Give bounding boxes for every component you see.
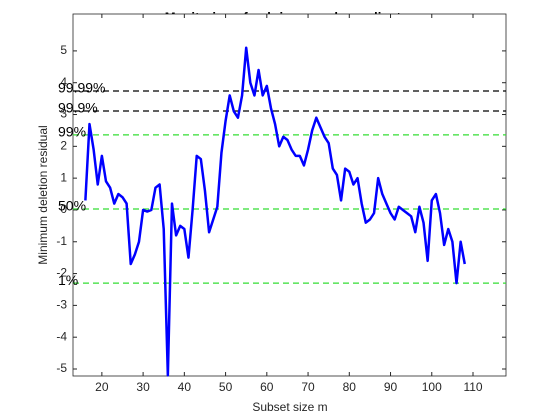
x-tick-label: 60	[260, 380, 274, 394]
envelope-label: 99.99%	[58, 80, 105, 96]
y-tick-label: -1	[56, 234, 67, 248]
x-tick-label: 100	[422, 380, 442, 394]
envelope-label: 99.9%	[58, 100, 98, 116]
x-tick-label: 80	[343, 380, 357, 394]
y-tick-label: -3	[56, 298, 67, 312]
y-tick-label: 4	[60, 75, 67, 89]
envelope-label: 50%	[58, 198, 86, 214]
x-tick-label: 50	[219, 380, 233, 394]
y-tick-label: 1	[60, 170, 67, 184]
plot-area	[72, 13, 507, 377]
y-axis-label: Minimum deletion residual	[36, 125, 50, 264]
x-tick-label: 20	[95, 380, 109, 394]
x-tick-label: 40	[178, 380, 192, 394]
x-tick-label: 110	[463, 380, 482, 394]
envelope-label: 99%	[58, 124, 86, 140]
y-tick-label: 3	[60, 107, 67, 121]
data-line	[84, 46, 466, 377]
x-tick-label: 70	[301, 380, 315, 394]
x-tick-label: 30	[136, 380, 150, 394]
y-tick-label: 0	[60, 202, 67, 216]
y-tick-label: -5	[56, 361, 67, 375]
y-tick-label: -4	[56, 329, 67, 343]
y-tick-label: 2	[60, 139, 67, 153]
x-axis-label: Subset size m	[252, 400, 327, 414]
envelope-label: 1%	[58, 272, 78, 288]
x-tick-label: 90	[384, 380, 398, 394]
y-tick-label: -2	[56, 266, 67, 280]
y-tick-label: 5	[60, 43, 67, 57]
